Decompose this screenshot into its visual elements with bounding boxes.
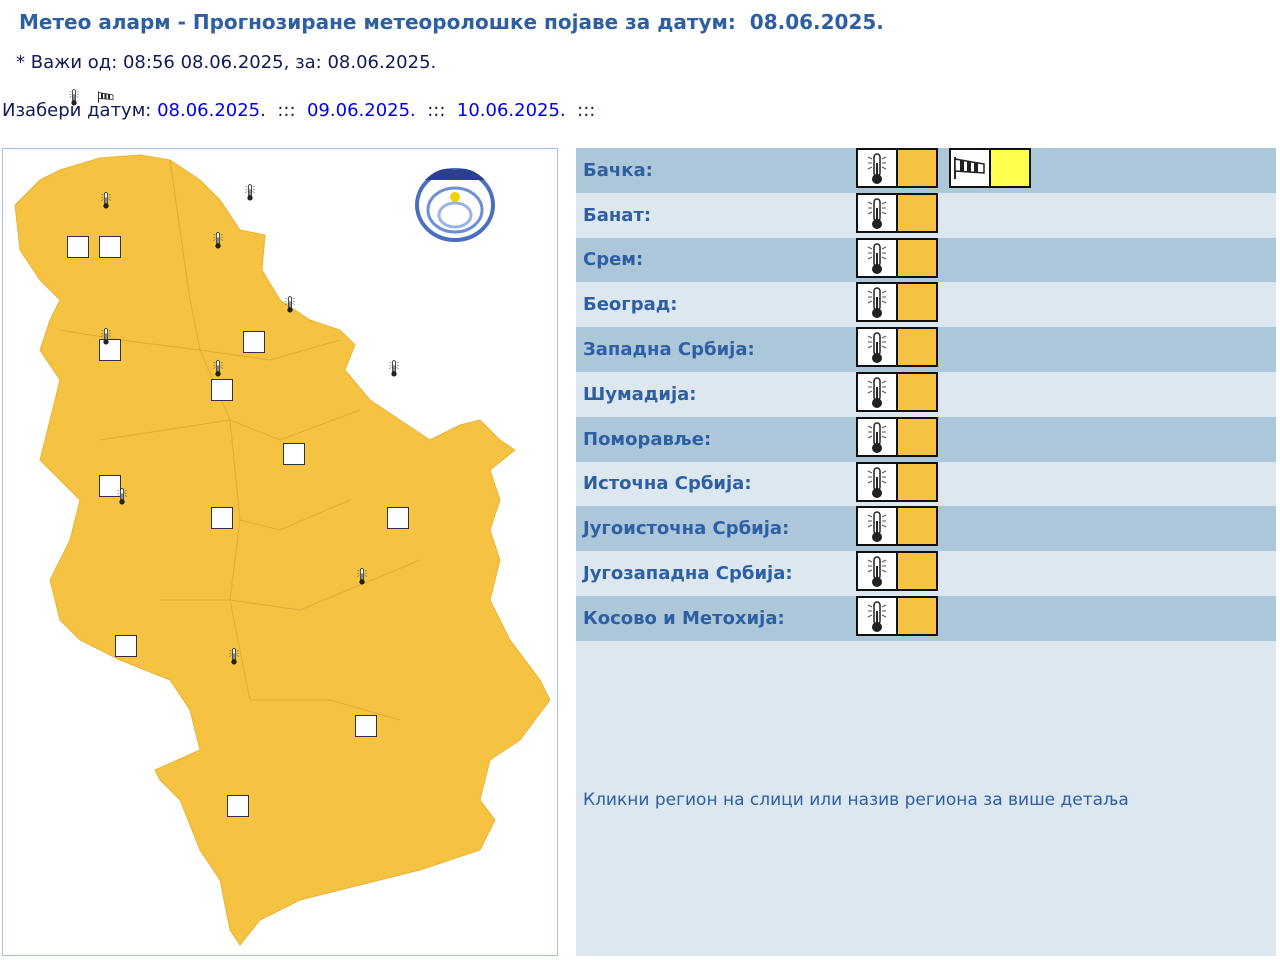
region-row[interactable]: Поморавље: bbox=[576, 416, 1276, 462]
region-name[interactable]: Југоисточна Србија: bbox=[583, 518, 790, 540]
thermometer-icon[interactable] bbox=[99, 192, 121, 361]
region-row[interactable]: Косово и Метохија: bbox=[576, 595, 1276, 641]
serbia-map[interactable] bbox=[2, 89, 558, 956]
map-region-shape[interactable] bbox=[14, 154, 551, 946]
region-row[interactable]: Источна Србија: bbox=[576, 461, 1276, 507]
date-link-1[interactable]: 09.06.2025. bbox=[306, 100, 416, 121]
page-title: Метео аларм - Прогнозиране метеоролошке … bbox=[19, 10, 884, 34]
region-border bbox=[229, 519, 421, 611]
thermometer-icon[interactable] bbox=[115, 488, 137, 657]
warning-badge[interactable] bbox=[856, 551, 938, 592]
separator: ::: bbox=[277, 100, 296, 121]
warning-level-orange bbox=[898, 373, 936, 410]
thermometer-icon[interactable] bbox=[211, 232, 233, 401]
rhmz-logo bbox=[415, 168, 495, 242]
warning-badge[interactable] bbox=[856, 461, 938, 502]
separator: ::: bbox=[577, 100, 596, 121]
thermometer-icon bbox=[858, 508, 898, 545]
thermometer-icon[interactable] bbox=[67, 89, 89, 258]
separator: ::: bbox=[427, 100, 446, 121]
thermometer-icon bbox=[858, 597, 898, 634]
warning-level-orange bbox=[898, 329, 936, 366]
region-border bbox=[160, 599, 401, 721]
warning-level-orange bbox=[898, 553, 936, 590]
warning-badge[interactable] bbox=[856, 416, 938, 457]
thermometer-icon[interactable] bbox=[211, 360, 233, 529]
region-row[interactable]: Шумадија: bbox=[576, 371, 1276, 417]
date-picker-label: Изабери датум: bbox=[2, 100, 152, 121]
warning-badge[interactable] bbox=[856, 237, 938, 278]
thermometer-icon[interactable] bbox=[283, 296, 305, 465]
warning-level-orange bbox=[898, 239, 936, 276]
warning-level-yellow bbox=[991, 150, 1029, 186]
region-row[interactable]: Банат: bbox=[576, 192, 1276, 238]
warning-level-orange bbox=[898, 150, 936, 186]
thermometer-icon[interactable] bbox=[227, 648, 249, 817]
date-link-2[interactable]: 10.06.2025. bbox=[456, 100, 566, 121]
date-link-0[interactable]: 08.06.2025. bbox=[157, 100, 266, 121]
hint-text: Кликни регион на слици или назив региона… bbox=[583, 790, 1129, 810]
region-name[interactable]: Југозападна Србија: bbox=[583, 563, 793, 585]
windsock-icon bbox=[951, 150, 991, 186]
thermometer-icon bbox=[858, 329, 898, 366]
region-name[interactable]: Београд: bbox=[583, 294, 678, 316]
region-name[interactable]: Источна Србија: bbox=[583, 473, 752, 495]
region-row[interactable]: Бачка: bbox=[576, 148, 1276, 193]
region-row[interactable]: Београд: bbox=[576, 282, 1276, 327]
warning-level-orange bbox=[898, 463, 936, 500]
warning-badge[interactable] bbox=[856, 371, 938, 412]
warning-badge[interactable] bbox=[856, 595, 938, 636]
thermometer-icon bbox=[858, 194, 898, 231]
region-name[interactable]: Срем: bbox=[583, 249, 644, 271]
warning-badge[interactable] bbox=[856, 192, 938, 233]
region-row[interactable]: Срем: bbox=[576, 237, 1276, 283]
region-name[interactable]: Косово и Метохија: bbox=[583, 607, 785, 629]
region-name[interactable]: Поморавље: bbox=[583, 428, 712, 450]
map-svg[interactable] bbox=[0, 0, 560, 960]
region-name[interactable]: Банат: bbox=[583, 204, 652, 226]
warning-badge[interactable] bbox=[856, 506, 938, 547]
warning-level-orange bbox=[898, 194, 936, 231]
warning-badge[interactable] bbox=[856, 148, 938, 188]
warning-badge[interactable] bbox=[856, 327, 938, 368]
region-row[interactable]: Западна Србија: bbox=[576, 327, 1276, 372]
warning-level-orange bbox=[898, 418, 936, 455]
region-name[interactable]: Бачка: bbox=[583, 159, 653, 181]
thermometer-icon bbox=[858, 373, 898, 410]
region-row[interactable]: Југозападна Србија: bbox=[576, 551, 1276, 596]
warning-level-orange bbox=[898, 597, 936, 634]
thermometer-icon bbox=[858, 463, 898, 500]
warning-level-orange bbox=[898, 508, 936, 545]
region-name[interactable]: Шумадија: bbox=[583, 383, 697, 405]
thermometer-icon bbox=[858, 239, 898, 276]
validity-text: * Важи од: 08:56 08.06.2025, за: 08.06.2… bbox=[16, 52, 437, 73]
thermometer-icon bbox=[858, 553, 898, 590]
warning-badge[interactable] bbox=[856, 282, 938, 323]
region-name[interactable]: Западна Србија: bbox=[583, 339, 755, 361]
thermometer-icon bbox=[858, 150, 898, 186]
region-row[interactable]: Југоисточна Србија: bbox=[576, 506, 1276, 552]
thermometer-icon bbox=[858, 284, 898, 321]
thermometer-icon bbox=[858, 418, 898, 455]
thermometer-icon[interactable] bbox=[243, 184, 265, 353]
thermometer-icon[interactable] bbox=[355, 568, 377, 737]
region-border bbox=[169, 159, 341, 361]
thermometer-icon[interactable] bbox=[387, 360, 409, 529]
region-panel: Бачка: Банат: Срем: Београд: Западна Србија:… bbox=[576, 148, 1276, 956]
warning-level-orange bbox=[898, 284, 936, 321]
date-picker: Изабери датум: 08.06.2025. ::: 09.06.202… bbox=[2, 100, 595, 121]
warning-badge[interactable] bbox=[949, 148, 1031, 188]
windsock-icon[interactable] bbox=[98, 91, 121, 258]
thermometer-icon[interactable] bbox=[99, 328, 121, 497]
